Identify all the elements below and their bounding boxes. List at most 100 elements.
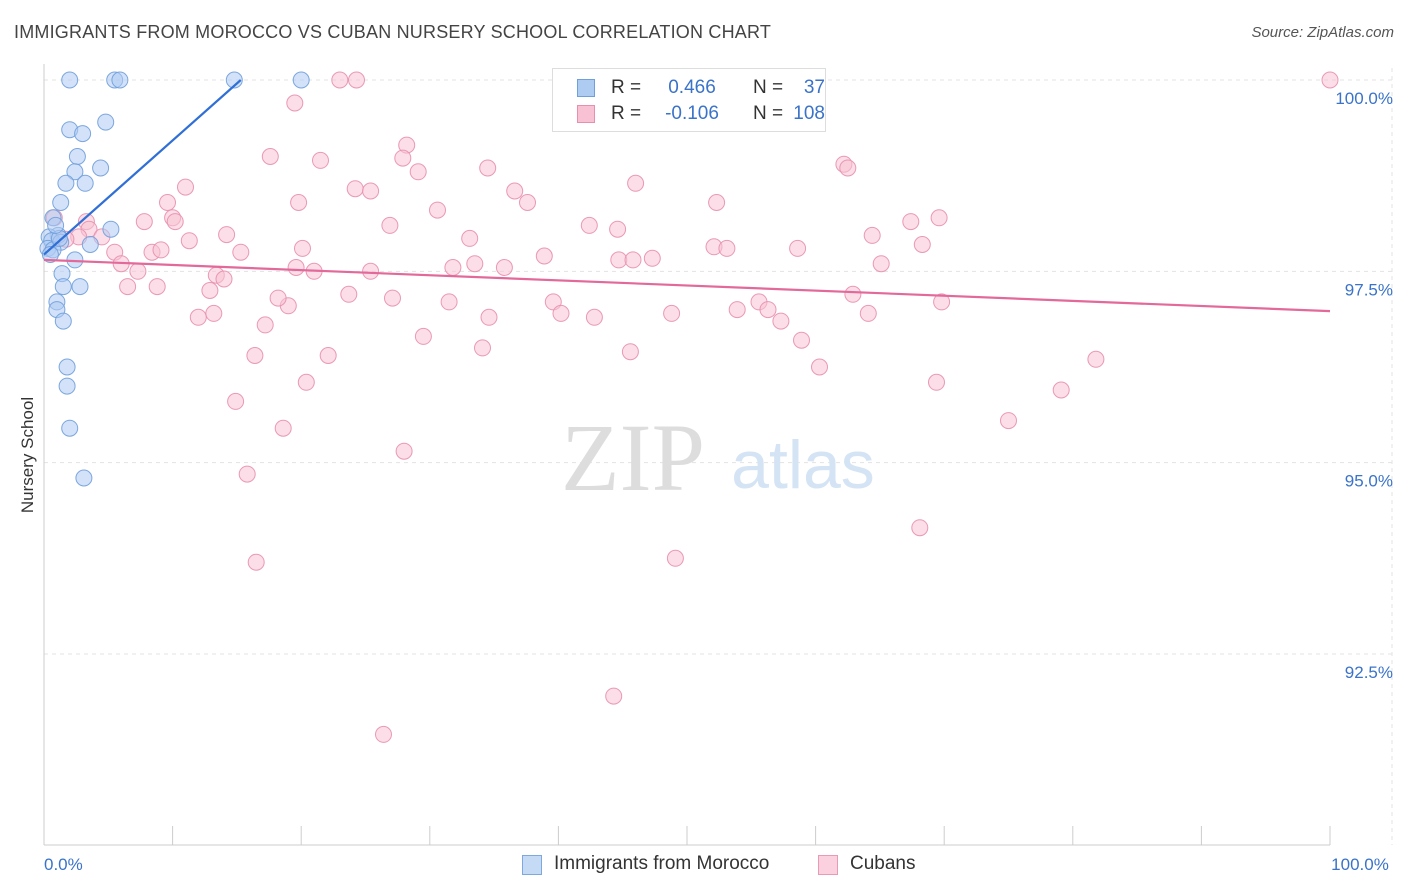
point-cubans	[331, 71, 349, 89]
point-cubans	[238, 465, 256, 483]
point-cubans	[227, 392, 245, 410]
point-morocco	[58, 358, 76, 376]
legend-r-label: R =	[611, 77, 642, 98]
point-cubans	[911, 519, 929, 537]
point-cubans	[663, 304, 681, 322]
point-cubans	[440, 293, 458, 311]
legend-r-value: -0.106	[665, 103, 719, 124]
watermark-atlas: atlas	[731, 427, 875, 503]
point-cubans	[166, 213, 184, 231]
point-cubans	[269, 289, 287, 307]
point-cubans	[605, 687, 623, 705]
point-cubans	[297, 373, 315, 391]
point-morocco	[52, 194, 70, 211]
point-morocco	[58, 377, 76, 395]
legend-swatch-morocco	[522, 855, 542, 875]
point-cubans	[444, 259, 462, 276]
point-cubans	[811, 358, 828, 376]
point-cubans	[346, 180, 364, 198]
point-cubans	[474, 339, 491, 357]
point-morocco	[74, 125, 92, 143]
point-cubans	[666, 549, 684, 567]
point-cubans	[129, 262, 147, 280]
point-cubans	[621, 343, 639, 361]
point-cubans	[506, 182, 524, 200]
point-morocco	[54, 278, 72, 296]
axes	[43, 64, 1331, 846]
point-cubans	[429, 201, 446, 219]
point-cubans	[375, 725, 392, 743]
point-morocco	[61, 419, 79, 437]
point-morocco	[47, 216, 65, 234]
point-cubans	[1000, 412, 1017, 430]
point-cubans	[902, 213, 920, 231]
point-cubans	[274, 419, 292, 437]
point-cubans	[261, 148, 279, 165]
point-cubans	[718, 239, 736, 257]
point-cubans	[294, 239, 311, 257]
gridlines	[44, 68, 1393, 845]
x-tick-label: 0.0%	[44, 855, 83, 874]
point-cubans	[580, 216, 598, 234]
point-cubans	[480, 308, 498, 326]
point-cubans	[609, 220, 627, 238]
point-cubans	[177, 178, 194, 196]
point-cubans	[247, 553, 265, 571]
source-credit: Source: ZipAtlas.com	[1251, 24, 1394, 41]
point-morocco	[75, 469, 93, 487]
point-cubans	[772, 312, 790, 330]
point-morocco	[102, 220, 120, 238]
point-cubans	[414, 327, 432, 345]
point-morocco	[81, 236, 99, 253]
point-cubans	[348, 71, 365, 89]
point-cubans	[201, 282, 219, 299]
trend-lines	[43, 79, 1331, 313]
point-morocco	[57, 174, 75, 192]
point-morocco	[92, 159, 110, 177]
point-cubans	[495, 259, 513, 276]
trend-line-cubans	[43, 258, 1331, 313]
point-cubans	[319, 347, 337, 364]
point-cubans	[394, 149, 412, 167]
point-cubans	[928, 373, 945, 391]
point-cubans	[643, 249, 661, 267]
point-cubans	[246, 347, 264, 364]
stats-legend: R = 0.466 N = 37 R = -0.106 N = 108	[552, 68, 826, 132]
legend-n-label: N =	[753, 103, 784, 124]
point-cubans	[519, 194, 536, 211]
point-cubans	[461, 229, 479, 247]
point-cubans	[1087, 350, 1105, 368]
point-cubans	[479, 159, 497, 177]
point-cubans	[728, 301, 746, 319]
y-tick-label: 92.5%	[1345, 663, 1393, 682]
point-cubans	[859, 304, 877, 322]
x-tick-label: 100.0%	[1331, 855, 1389, 874]
trend-line-morocco	[43, 79, 242, 256]
point-cubans	[624, 251, 642, 269]
point-cubans	[585, 308, 603, 326]
point-cubans	[384, 289, 401, 307]
point-morocco	[54, 312, 72, 330]
point-cubans	[340, 285, 358, 303]
y-tick-label: 97.5%	[1345, 280, 1393, 299]
chart-title: IMMIGRANTS FROM MOROCCO VS CUBAN NURSERY…	[14, 22, 772, 42]
point-cubans	[362, 262, 380, 280]
point-morocco	[76, 174, 94, 192]
point-cubans	[152, 241, 170, 259]
point-cubans	[362, 182, 380, 200]
point-cubans	[793, 331, 810, 349]
point-cubans	[119, 278, 137, 296]
watermark-zip: ZIP	[561, 404, 705, 511]
point-cubans	[159, 194, 176, 211]
point-cubans	[933, 293, 951, 311]
point-cubans	[872, 255, 890, 273]
point-morocco	[97, 113, 115, 131]
point-cubans	[759, 301, 777, 319]
point-morocco	[66, 163, 84, 181]
point-cubans	[218, 226, 236, 244]
legend-n-value: 108	[793, 103, 825, 124]
point-morocco	[225, 71, 243, 89]
point-cubans	[287, 259, 305, 276]
point-cubans	[256, 316, 274, 334]
legend-n-value: 37	[803, 77, 825, 98]
